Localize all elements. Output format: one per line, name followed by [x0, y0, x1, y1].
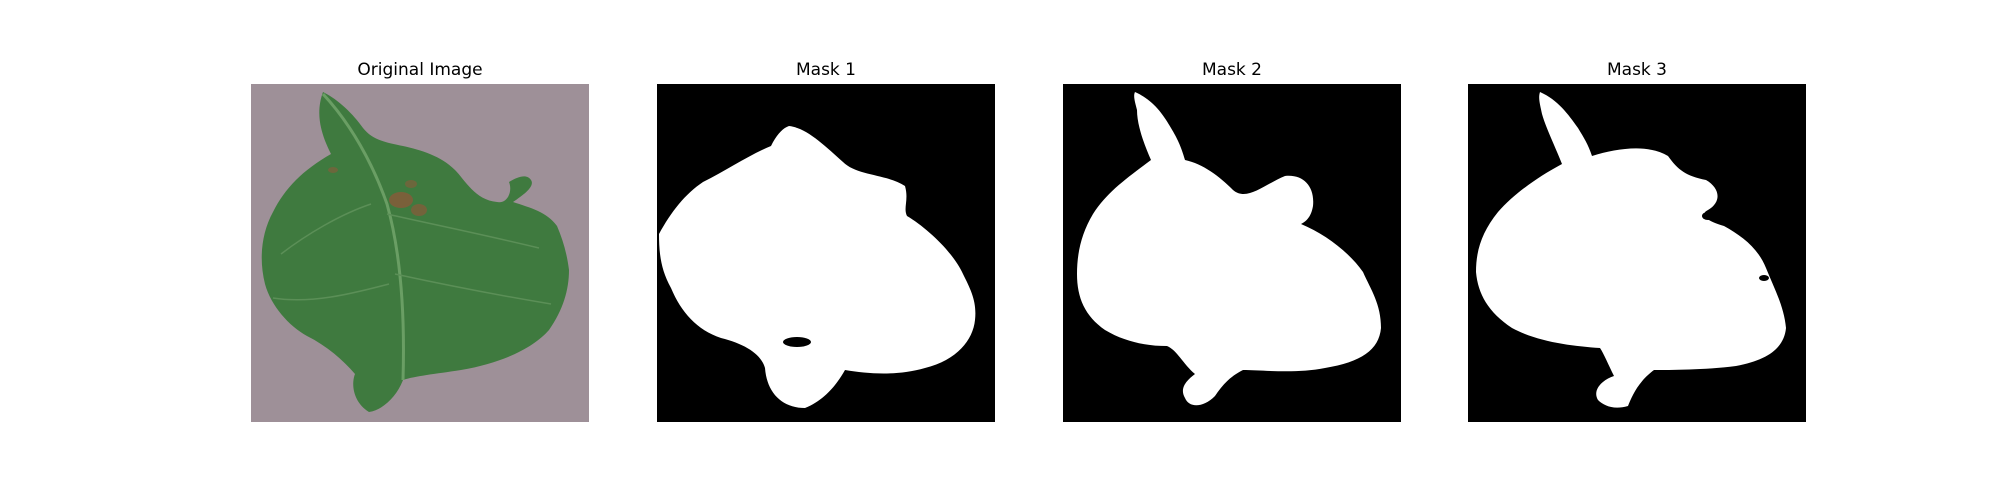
panel-title: Original Image [357, 60, 483, 80]
mask-2-panel: Mask 2 [1063, 58, 1401, 422]
panel-title: Mask 3 [1606, 60, 1667, 80]
mask-1-panel: Mask 1 [657, 58, 995, 422]
leaf-icon [261, 92, 569, 412]
mask-3-panel: Mask 3 [1468, 58, 1806, 422]
panel-title: Mask 1 [795, 60, 856, 80]
panel-title: Mask 2 [1201, 60, 1262, 80]
original-image-panel: Original Image [251, 58, 589, 422]
mask-2-image [1063, 84, 1401, 422]
leaf-photo [251, 84, 589, 422]
mask-3-image [1468, 84, 1806, 422]
mask-1-image [657, 84, 995, 422]
